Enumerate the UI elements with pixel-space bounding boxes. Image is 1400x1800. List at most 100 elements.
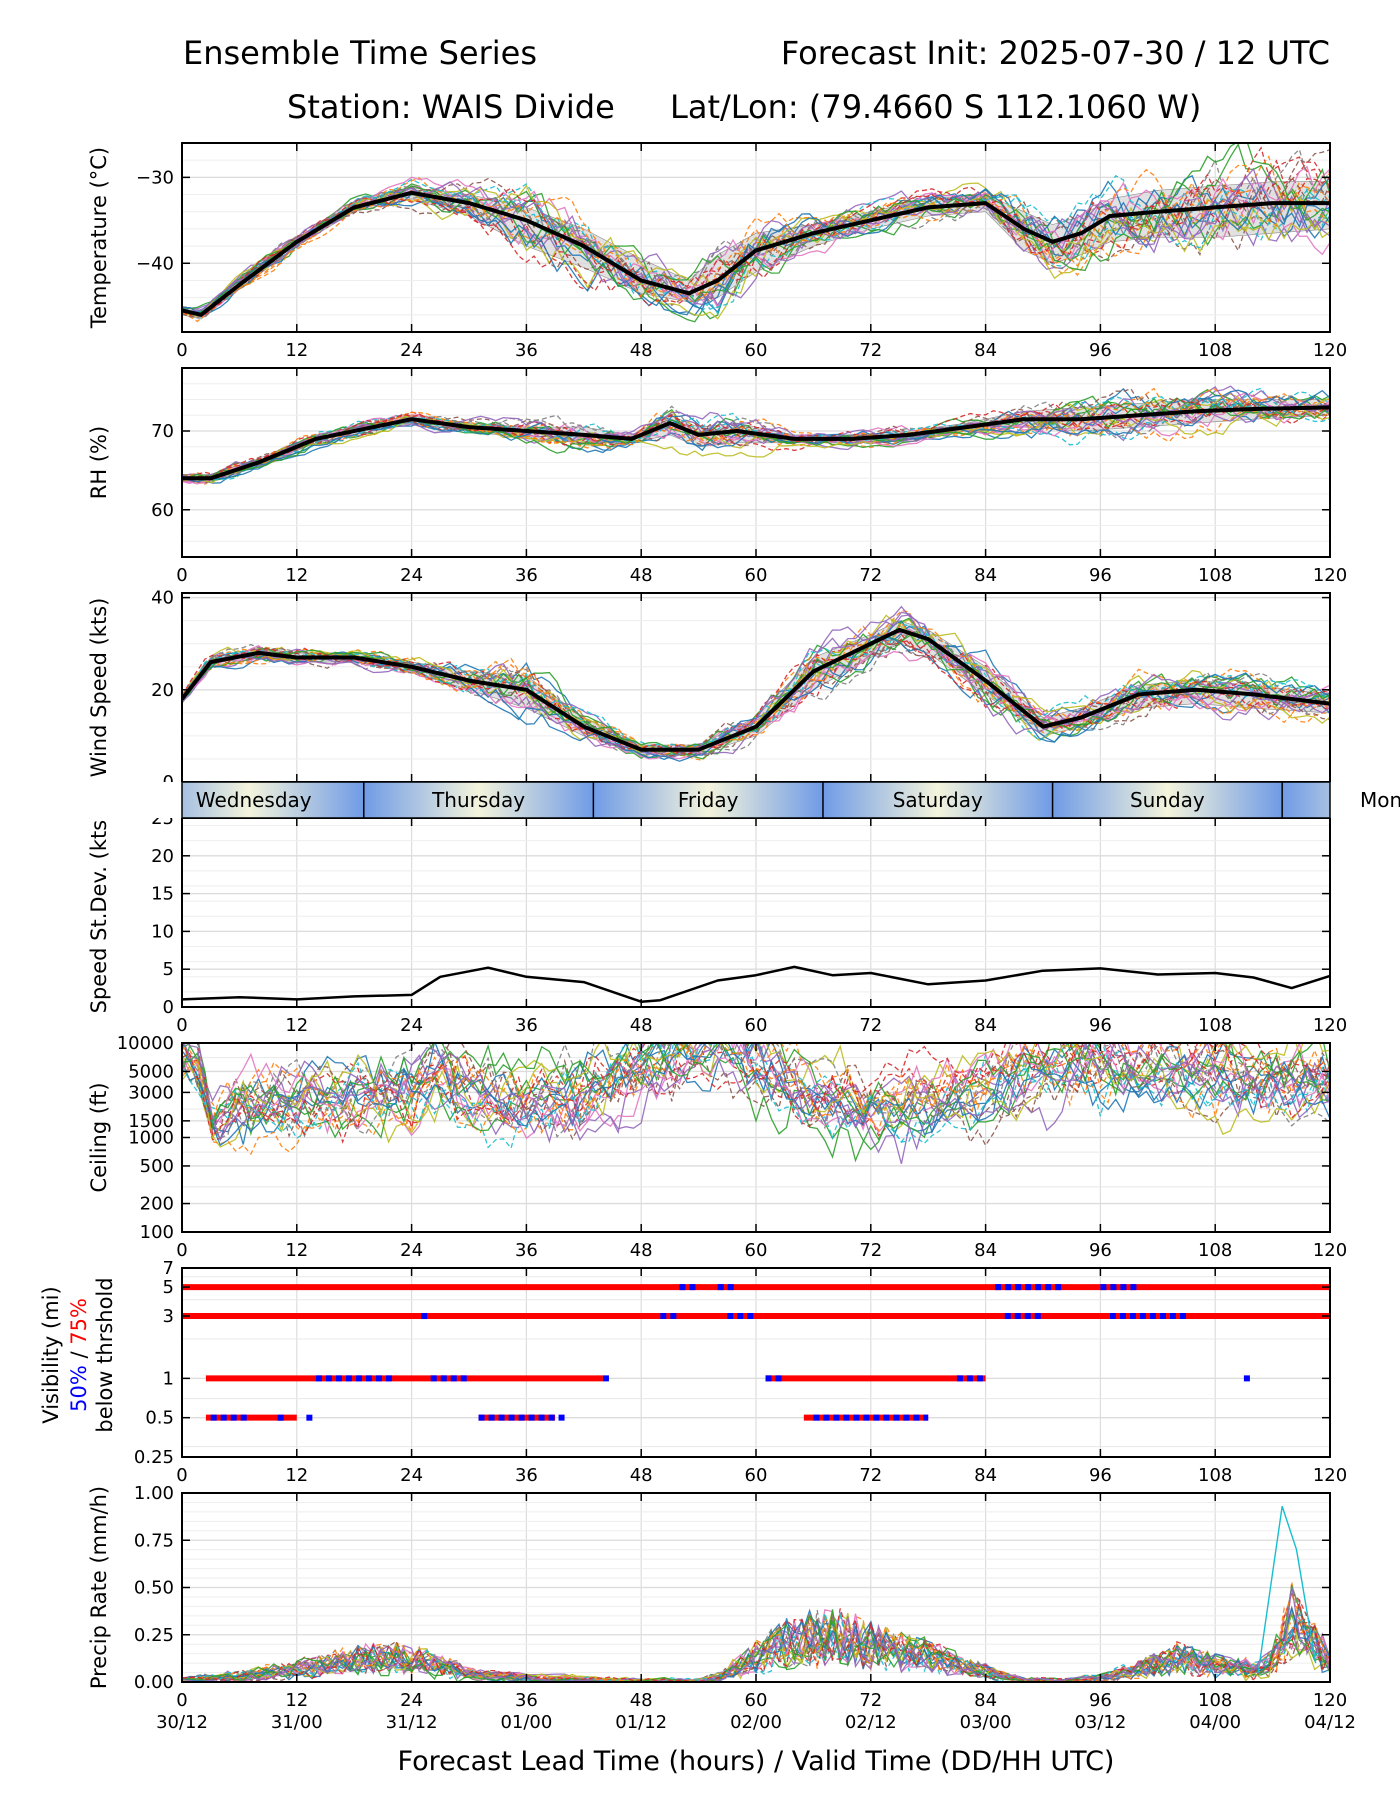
x-tick-label: 72 xyxy=(859,565,882,586)
y-tick-label: 60 xyxy=(151,500,174,521)
x-tick-label: 24 xyxy=(400,565,423,586)
y-tick-label: 7 xyxy=(163,1258,174,1279)
day-label: Sunday xyxy=(1130,788,1205,812)
y-tick-label: 70 xyxy=(151,421,174,442)
y-tick-label: 5 xyxy=(163,959,174,980)
precip-peak-member xyxy=(1257,1506,1317,1673)
station-name: Station: WAIS Divide xyxy=(287,88,615,126)
ensemble-member-line xyxy=(182,1609,1330,1682)
y-tick-label: 10 xyxy=(151,921,174,942)
x-tick-label: 84 xyxy=(974,1015,997,1036)
x-tick-label: 12 xyxy=(285,1015,308,1036)
panels: 0 12 24 36 48 60 72 84 96 108 120−30−40Temperature… xyxy=(87,142,1356,1733)
x-axis-label: Forecast Lead Time (hours) / Valid Time … xyxy=(398,1746,1115,1777)
x-tick-label: 36 xyxy=(515,1690,538,1711)
x-tick-label: 24 xyxy=(400,340,423,361)
y-axis-label: Ceiling (ft) xyxy=(87,1082,111,1192)
ensemble-member-line xyxy=(182,397,1330,484)
panel-content xyxy=(182,385,1330,485)
x-tick-label: 72 xyxy=(859,1015,882,1036)
x-tick-label: 84 xyxy=(974,1240,997,1261)
panel-content xyxy=(182,965,1330,1003)
x-tick-label: 48 xyxy=(630,340,653,361)
x-tick-label: 108 xyxy=(1198,565,1232,586)
forecast-init: Forecast Init: 2025-07-30 / 12 UTC xyxy=(781,34,1330,72)
x-tick-label: 60 xyxy=(745,1465,768,1486)
x-tick-label: 12 xyxy=(285,1690,308,1711)
x-tick-label: 12 xyxy=(285,1240,308,1261)
x-tick-label: 96 xyxy=(1089,340,1112,361)
ensemble-member-line xyxy=(182,395,1330,479)
panel-visibility: 0 12 24 36 48 60 72 84 96 108 120 75 3 1 0.5 0.25 xyxy=(134,1258,1347,1486)
ensemble-member-line xyxy=(182,388,1330,480)
y-tick-label: 200 xyxy=(140,1194,174,1215)
ensemble-member-line xyxy=(182,628,1330,750)
x-tick-label: 0 xyxy=(176,1240,187,1261)
x-tick-label: 72 xyxy=(859,1465,882,1486)
x-tick-label: 72 xyxy=(859,340,882,361)
visibility-ylabel: Visibility (mi) 50% / 75% below thrshold xyxy=(39,1277,117,1432)
y-tick-label: 10000 xyxy=(117,1033,174,1054)
ensemble-member-line xyxy=(182,624,1330,750)
panel-temperature: 0 12 24 36 48 60 72 84 96 108 120 −30 −40 Temperature… xyxy=(87,142,1347,361)
ensemble-mean-line xyxy=(182,627,1330,752)
x-tick-label: 108 xyxy=(1198,1240,1232,1261)
ensemble-member-line xyxy=(182,398,1330,482)
x-tick-label: 36 xyxy=(515,340,538,361)
y-tick-label: 5000 xyxy=(128,1061,174,1082)
x-tick-label: 24 xyxy=(400,1465,423,1486)
y-tick-label: 100 xyxy=(140,1222,174,1243)
day-segment xyxy=(363,782,594,818)
x-tick-label: 24 xyxy=(400,1690,423,1711)
valid-time-label: 03/00 xyxy=(960,1712,1012,1733)
y-tick-label: 0.25 xyxy=(134,1625,174,1646)
day-segment xyxy=(1052,782,1283,818)
x-tick-label: 84 xyxy=(974,340,997,361)
x-tick-label: 36 xyxy=(515,1015,538,1036)
x-tick-label: 96 xyxy=(1089,1465,1112,1486)
y-tick-label: 3000 xyxy=(128,1082,174,1103)
y-tick-label: 0.50 xyxy=(134,1578,174,1599)
ensemble-member-line xyxy=(182,1610,1330,1682)
x-tick-label: 96 xyxy=(1089,565,1112,586)
panel-grid xyxy=(181,817,1331,1008)
y-tick-label: 1.00 xyxy=(134,1483,174,1504)
x-tick-label: 60 xyxy=(745,1240,768,1261)
x-tick-label: 120 xyxy=(1313,1690,1347,1711)
x-tick-label: 36 xyxy=(515,1465,538,1486)
y-axis-label: Temperature (°C) xyxy=(87,147,111,329)
y-tick-label: −30 xyxy=(136,167,174,188)
ensemble-member-line xyxy=(182,1043,1330,1133)
panel-wind_speed: 0122436486072849610812002040Wind Speed (… xyxy=(87,588,1347,811)
visibility-ylabel-line2: 50% / 75% xyxy=(67,1298,91,1412)
stdev-line xyxy=(182,965,1330,1003)
x-tick-label: 24 xyxy=(400,1015,423,1036)
ensemble-member-line xyxy=(182,400,1330,478)
x-tick-label: 84 xyxy=(974,1690,997,1711)
y-tick-label: 0.25 xyxy=(134,1447,174,1468)
day-band-frame xyxy=(181,781,1331,819)
valid-time-label: 04/12 xyxy=(1304,1712,1356,1733)
y-axis-label: RH (%) xyxy=(87,426,111,499)
ensemble-mean-line xyxy=(182,405,1330,481)
y-tick-label: −40 xyxy=(136,253,174,274)
y-tick-label: 40 xyxy=(151,588,174,609)
panel-content xyxy=(182,1043,1330,1164)
y-axis-label: Precip Rate (mm/h) xyxy=(87,1486,111,1689)
day-segment xyxy=(593,782,823,818)
ensemble-member-line xyxy=(182,174,1330,316)
y-tick-label: 20 xyxy=(151,846,174,867)
x-tick-label: 48 xyxy=(630,1465,653,1486)
panel-content xyxy=(182,143,1330,323)
x-tick-label: 48 xyxy=(630,1015,653,1036)
x-tick-label: 36 xyxy=(515,1240,538,1261)
day-label: Thursday xyxy=(431,788,525,812)
panel-rh: 0 12 24 36 48 60 72 84 96 108 120 60 70 RH (%) xyxy=(87,367,1347,586)
ensemble-member-line xyxy=(182,1043,1330,1147)
ensemble-mean-line xyxy=(182,190,1330,317)
day-band: Wednesday Thursday Friday Saturday Sunday Mon xyxy=(0,781,1400,819)
day-label: Mon xyxy=(1360,788,1400,812)
day-segment xyxy=(822,782,1053,818)
panel-grid xyxy=(181,367,1331,558)
x-tick-label: 0 xyxy=(176,565,187,586)
